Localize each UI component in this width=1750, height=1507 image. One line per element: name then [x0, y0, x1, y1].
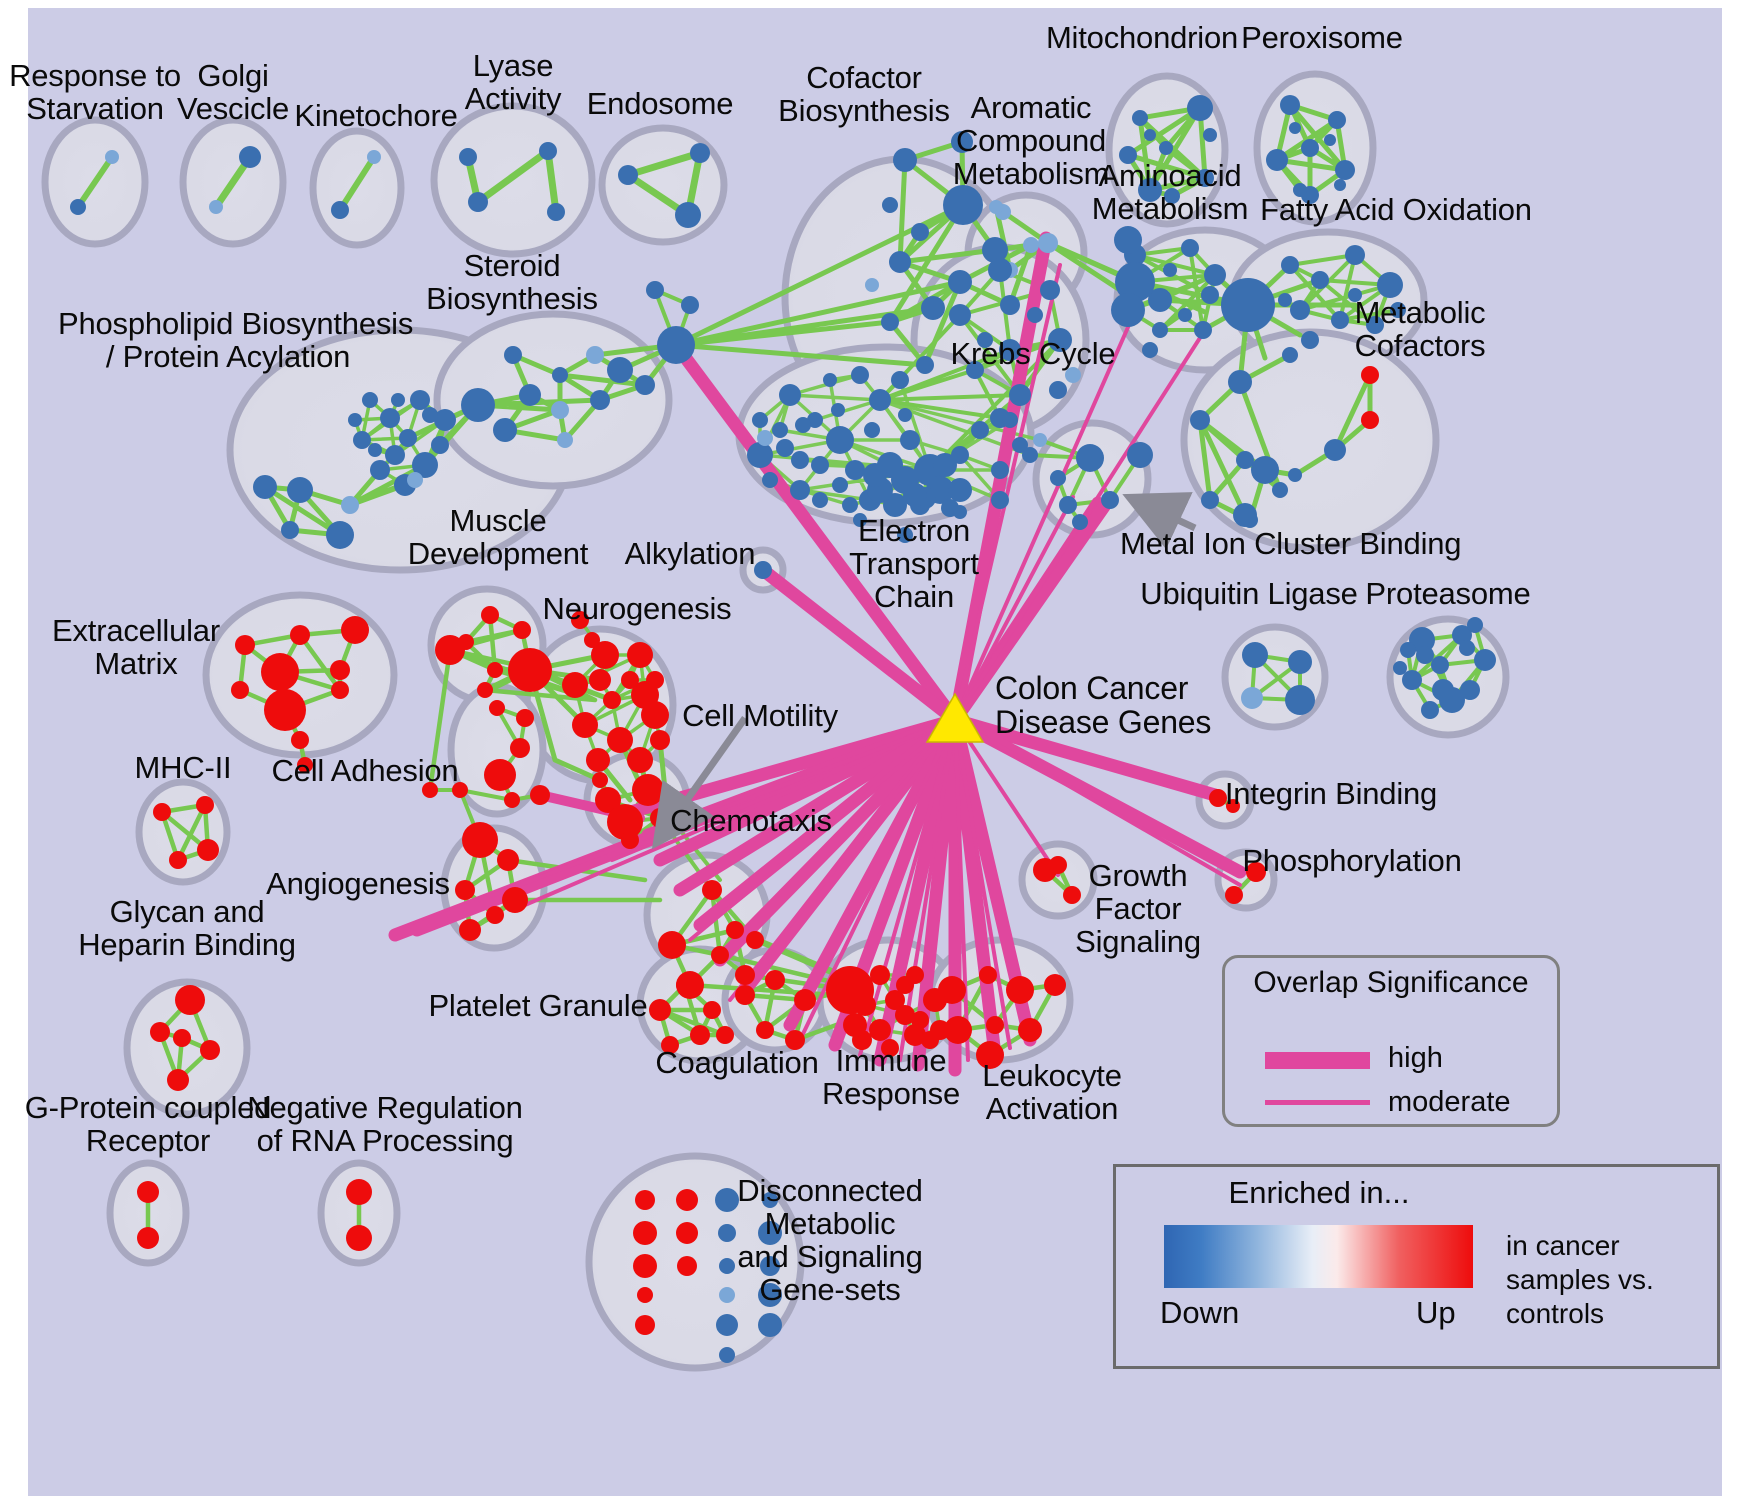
cluster-label-phosphorylation: Phosphorylation: [1242, 843, 1462, 878]
overlap-moderate-swatch: [1265, 1100, 1370, 1105]
cluster-label-integrin-binding: Integrin Binding: [1224, 776, 1438, 811]
cluster-label-metal-ion-cluster-binding: Metal Ion Cluster Binding: [1120, 526, 1462, 561]
cluster-label-growth-factor-signaling: Growth Factor Signaling: [1075, 858, 1201, 959]
cluster-label-phospholipid-biosynthesis: Phospholipid Biosynthesis / Protein Acyl…: [58, 306, 414, 374]
cluster-label-fatty-acid-oxidation: Fatty Acid Oxidation: [1260, 192, 1532, 227]
cluster-label-cell-motility: Cell Motility: [682, 698, 838, 733]
cluster-label-angiogenesis: Angiogenesis: [266, 866, 450, 901]
cluster-label-alkylation: Alkylation: [624, 536, 756, 571]
cluster-label-platelet-granule: Platelet Granule: [428, 988, 648, 1023]
cluster-label-peroxisome: Peroxisome: [1241, 20, 1403, 55]
cluster-label-cofactor-biosynthesis: Cofactor Biosynthesis: [778, 60, 950, 128]
network-nodes: [70, 95, 1496, 1363]
cluster-label-electron-transport-chain: Electron Transport Chain: [849, 513, 979, 614]
colon-cancer-hub-node[interactable]: [925, 692, 985, 743]
enriched-in-legend: Enriched in... Down Up in cancer samples…: [1113, 1164, 1720, 1369]
overlap-moderate-label: moderate: [1388, 1086, 1511, 1118]
enrichment-side-text: in cancer samples vs. controls: [1506, 1230, 1654, 1330]
cluster-label-chemotaxis: Chemotaxis: [670, 803, 832, 838]
cluster-label-disconnected-gene-sets: Disconnected Metabolic and Signaling Gen…: [737, 1173, 923, 1307]
arrow-cell-motility: [651, 715, 748, 850]
enriched-legend-title: Enriched in...: [1228, 1175, 1410, 1210]
cluster-label-lyase-activity: Lyase Activity: [464, 48, 562, 116]
cluster-label-aromatic-compound-metabolism: Aromatic Compound Metabolism: [952, 90, 1110, 191]
annotation-arrows: [651, 492, 1197, 850]
enrichment-color-bar: [1164, 1225, 1473, 1288]
disconnected-node-grid: [633, 1188, 782, 1363]
overlap-high-label: high: [1388, 1042, 1443, 1074]
cluster-label-metabolic-cofactors: Metabolic Cofactors: [1354, 295, 1486, 363]
overlap-significance-legend: Overlap Significance high moderate: [1222, 955, 1560, 1127]
cluster-label-aminoacid-metabolism: Aminoacid Metabolism: [1091, 158, 1249, 226]
cluster-label-proteasome: Proteasome: [1365, 576, 1531, 611]
cluster-label-ubiquitin-ligase: Ubiquitin Ligase: [1140, 576, 1358, 611]
cluster-label-g-protein-coupled-receptor: G-Protein coupled Receptor: [24, 1090, 272, 1158]
overlap-high-swatch: [1265, 1052, 1370, 1069]
cluster-label-golgi-vescicle: Golgi Vescicle: [176, 58, 290, 126]
cluster-label-leukocyte-activation: Leukocyte Activation: [982, 1058, 1122, 1126]
cluster-label-steroid-biosynthesis: Steroid Biosynthesis: [426, 248, 598, 316]
cluster-label-glycan-heparin-binding: Glycan and Heparin Binding: [78, 894, 296, 962]
cluster-label-neurogenesis: Neurogenesis: [542, 591, 732, 626]
cluster-label-coagulation: Coagulation: [655, 1045, 819, 1080]
hub-label-colon-cancer-disease-genes: Colon Cancer Disease Genes: [995, 670, 1212, 740]
cluster-label-immune-response: Immune Response: [822, 1043, 960, 1111]
arrow-metal-ion-cluster-binding: [1122, 492, 1197, 550]
cluster-label-krebs-cycle: Krebs Cycle: [950, 336, 1116, 371]
cluster-label-endosome: Endosome: [586, 86, 734, 121]
enrichment-down-label: Down: [1160, 1295, 1240, 1330]
cluster-label-cell-adhesion: Cell Adhesion: [271, 753, 459, 788]
cluster-label-negative-regulation-rna: Negative Regulation of RNA Processing: [247, 1090, 523, 1158]
enrichment-up-label: Up: [1416, 1295, 1456, 1330]
cluster-label-extracellular-matrix: Extracellular Matrix: [52, 613, 220, 681]
cluster-label-mitochondrion: Mitochondrion: [1045, 20, 1239, 55]
cluster-label-muscle-development: Muscle Development: [407, 503, 589, 571]
cluster-label-response-to-starvation: Response to Starvation: [9, 58, 181, 126]
overlap-legend-title: Overlap Significance: [1253, 966, 1529, 999]
cluster-label-mhc-ii: MHC-II: [134, 750, 232, 785]
cluster-label-kinetochore: Kinetochore: [294, 98, 458, 133]
